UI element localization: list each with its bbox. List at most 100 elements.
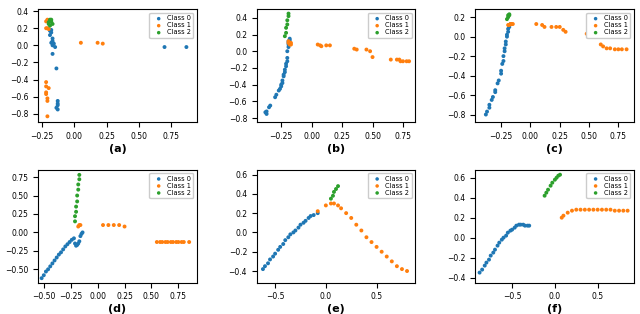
Class 0 bbox=[277, 78, 287, 83]
Class 0 bbox=[76, 234, 86, 239]
Class 2 bbox=[547, 180, 557, 185]
Class 2 bbox=[541, 190, 552, 195]
Class 2 bbox=[552, 175, 562, 180]
Class 1 bbox=[155, 240, 165, 245]
Class 0 bbox=[499, 49, 509, 54]
Class 0 bbox=[509, 225, 520, 230]
Class 1 bbox=[41, 84, 51, 89]
Class 2 bbox=[46, 17, 56, 22]
Class 0 bbox=[492, 81, 502, 86]
Class 0 bbox=[67, 237, 77, 242]
Class 1 bbox=[41, 90, 51, 95]
Class 1 bbox=[316, 44, 326, 49]
Class 1 bbox=[506, 21, 516, 26]
Class 1 bbox=[312, 42, 323, 47]
Class 2 bbox=[553, 173, 563, 178]
Class 1 bbox=[561, 29, 571, 34]
Class 0 bbox=[276, 82, 286, 87]
Class 1 bbox=[346, 215, 356, 220]
Class 1 bbox=[366, 240, 376, 245]
Class 1 bbox=[336, 206, 346, 211]
Class 1 bbox=[398, 59, 408, 64]
Class 1 bbox=[610, 208, 620, 213]
Class 1 bbox=[571, 207, 581, 212]
Class 2 bbox=[70, 219, 80, 224]
Class 2 bbox=[72, 199, 83, 204]
Class 1 bbox=[114, 223, 124, 228]
Class 1 bbox=[41, 92, 51, 97]
Class 1 bbox=[602, 46, 612, 51]
Class 1 bbox=[315, 43, 325, 48]
Class 1 bbox=[540, 24, 550, 30]
Class 0 bbox=[38, 273, 49, 278]
Class 1 bbox=[286, 41, 296, 46]
Class 1 bbox=[584, 207, 594, 212]
Class 0 bbox=[278, 74, 289, 79]
Class 2 bbox=[502, 17, 512, 22]
Class 0 bbox=[312, 211, 323, 216]
Class 0 bbox=[47, 43, 58, 48]
Class 1 bbox=[98, 41, 108, 46]
Class 1 bbox=[44, 27, 54, 32]
Class 0 bbox=[45, 264, 56, 269]
Class 0 bbox=[45, 33, 55, 38]
Class 1 bbox=[598, 44, 608, 49]
Class 1 bbox=[597, 207, 607, 212]
Class 0 bbox=[264, 105, 274, 110]
Class 1 bbox=[341, 211, 351, 216]
Class 0 bbox=[271, 92, 282, 97]
Class 0 bbox=[282, 55, 292, 60]
Class 1 bbox=[555, 24, 565, 30]
Class 2 bbox=[284, 14, 294, 19]
Class 1 bbox=[93, 40, 103, 45]
Class 1 bbox=[73, 224, 83, 229]
Class 2 bbox=[45, 23, 55, 28]
Class 0 bbox=[522, 223, 532, 228]
Class 0 bbox=[488, 250, 499, 255]
Class 1 bbox=[329, 201, 339, 206]
Class 0 bbox=[293, 225, 303, 230]
Class 1 bbox=[177, 240, 187, 245]
Class 2 bbox=[326, 196, 336, 201]
Class 0 bbox=[492, 243, 502, 248]
Class 0 bbox=[265, 257, 275, 262]
Class 0 bbox=[52, 101, 63, 106]
Class 0 bbox=[278, 72, 289, 77]
Class 0 bbox=[270, 95, 280, 100]
Class 0 bbox=[52, 103, 63, 108]
Class 0 bbox=[516, 222, 526, 227]
Class 1 bbox=[613, 47, 623, 52]
Class 0 bbox=[52, 98, 63, 103]
Class 0 bbox=[62, 242, 72, 247]
Class 1 bbox=[76, 223, 86, 228]
Class 0 bbox=[77, 230, 88, 235]
Class 1 bbox=[157, 240, 167, 245]
Class 0 bbox=[69, 236, 79, 241]
Class 0 bbox=[502, 230, 513, 235]
Class 0 bbox=[486, 253, 496, 258]
Class 0 bbox=[47, 261, 58, 266]
Class 0 bbox=[56, 250, 66, 255]
Class 1 bbox=[351, 47, 362, 52]
Class 1 bbox=[356, 228, 367, 233]
Class 0 bbox=[262, 109, 272, 114]
Class 1 bbox=[321, 43, 332, 48]
Class 0 bbox=[479, 263, 490, 268]
Class 1 bbox=[44, 86, 54, 91]
Class 0 bbox=[481, 260, 492, 265]
Class 0 bbox=[503, 29, 513, 34]
Class 1 bbox=[575, 207, 586, 212]
Class 1 bbox=[285, 41, 295, 46]
Class 0 bbox=[278, 241, 289, 246]
Class 0 bbox=[263, 261, 273, 266]
Class 0 bbox=[504, 24, 515, 30]
Class 2 bbox=[284, 11, 294, 16]
Class 0 bbox=[41, 269, 51, 274]
Class 2 bbox=[74, 172, 84, 177]
Class 1 bbox=[285, 42, 295, 47]
Class 2 bbox=[44, 20, 54, 25]
Class 1 bbox=[109, 223, 119, 228]
Class 1 bbox=[387, 259, 397, 264]
Class 2 bbox=[70, 214, 80, 219]
Class 2 bbox=[71, 204, 81, 209]
